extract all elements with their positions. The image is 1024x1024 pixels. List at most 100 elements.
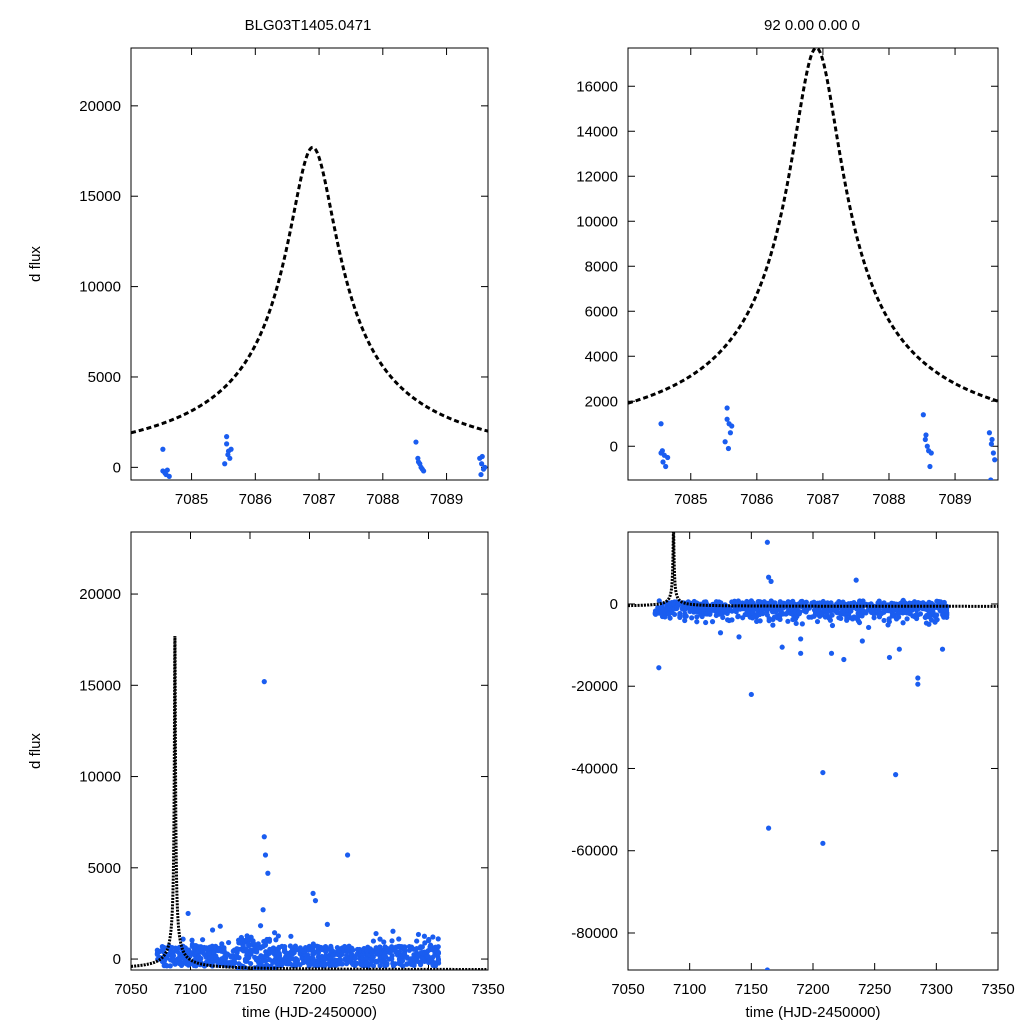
data-point (382, 950, 389, 956)
data-point (856, 619, 863, 626)
data-point (350, 947, 356, 953)
x-tick-label: 7050 (611, 981, 644, 998)
data-point (262, 852, 269, 858)
data-point (199, 937, 206, 943)
data-point (400, 958, 406, 964)
data-point (276, 950, 282, 957)
data-point (814, 618, 821, 625)
y-tick-label: 14000 (576, 123, 618, 140)
model-curve (628, 48, 998, 405)
data-point (324, 921, 330, 927)
x-tick-label: 7085 (674, 491, 707, 508)
data-point (352, 955, 358, 961)
data-point (729, 617, 735, 623)
y-tick-label: -20000 (571, 678, 618, 695)
y-tick-label: 0 (610, 596, 618, 613)
data-point (827, 617, 833, 623)
data-point (853, 577, 859, 583)
data-point (724, 405, 730, 411)
title-left: BLG03T1405.0471 (245, 17, 372, 34)
plot-frame (130, 531, 489, 971)
data-point (421, 468, 427, 474)
data-point (757, 618, 763, 624)
x-tick-label: 7089 (938, 491, 971, 508)
data-point (727, 430, 734, 436)
data-point (265, 870, 271, 876)
data-point (659, 448, 665, 454)
data-point (435, 950, 442, 956)
x-tick-label: 7250 (858, 981, 891, 998)
x-axis-label: time (HJD-2450000) (242, 1004, 377, 1021)
plot-frame (627, 531, 999, 971)
y-tick-label: 20000 (79, 98, 121, 115)
data-point (927, 463, 933, 470)
data-point (663, 463, 669, 470)
data-point (425, 953, 431, 960)
x-tick-label: 7087 (302, 491, 335, 508)
data-point (414, 945, 420, 952)
plot-area (628, 48, 998, 480)
y-tick-label: 20000 (79, 586, 121, 603)
data-point (435, 944, 441, 950)
data-point (312, 898, 319, 904)
data-point (370, 954, 376, 960)
data-point (373, 930, 379, 937)
data-point (260, 907, 266, 913)
data-point (381, 939, 387, 945)
data-point (253, 947, 260, 954)
x-tick-label: 7150 (233, 981, 266, 998)
data-point (396, 936, 402, 942)
data-point (430, 934, 436, 940)
plot-area (628, 532, 998, 970)
data-point (934, 612, 940, 618)
y-tick-label: 15000 (79, 188, 121, 205)
data-point (665, 454, 671, 461)
x-tick-label: 7087 (806, 491, 839, 508)
x-tick-label: 7100 (673, 981, 706, 998)
data-point (820, 840, 826, 846)
data-point (764, 967, 770, 970)
data-point (729, 423, 735, 429)
data-point (683, 613, 689, 619)
data-point (736, 634, 742, 640)
data-point (924, 443, 930, 449)
data-point (926, 621, 932, 627)
data-point (161, 944, 167, 951)
y-tick-label: 0 (113, 459, 121, 476)
data-point (760, 611, 766, 617)
data-point (709, 619, 716, 625)
data-point (866, 624, 872, 631)
data-point (944, 614, 950, 620)
data-point (986, 430, 993, 436)
data-point (798, 650, 804, 656)
data-point (221, 946, 227, 952)
x-tick-label: 7086 (239, 491, 272, 508)
data-point (662, 614, 668, 620)
data-point (717, 630, 724, 636)
data-point (689, 615, 695, 621)
data-point (766, 574, 772, 580)
data-point (988, 477, 994, 480)
y-tick-label: -60000 (571, 843, 618, 860)
data-point (275, 933, 281, 939)
data-point (415, 931, 422, 938)
x-tick-label: 7050 (114, 981, 147, 998)
data-point (339, 951, 345, 957)
y-tick-label: 10000 (79, 279, 121, 296)
data-point (694, 614, 700, 620)
data-point (389, 956, 395, 962)
data-point (389, 938, 395, 944)
data-point (261, 834, 267, 840)
data-point (722, 439, 728, 445)
data-point (257, 923, 264, 929)
data-point (217, 923, 223, 929)
data-point (266, 936, 272, 943)
x-tick-label: 7150 (735, 981, 768, 998)
data-point (915, 675, 921, 681)
plot-frame (627, 47, 999, 481)
x-tick-label: 7088 (872, 491, 905, 508)
data-point (988, 441, 994, 447)
y-tick-label: 0 (113, 951, 121, 968)
data-point (167, 963, 173, 969)
data-point (992, 457, 998, 463)
